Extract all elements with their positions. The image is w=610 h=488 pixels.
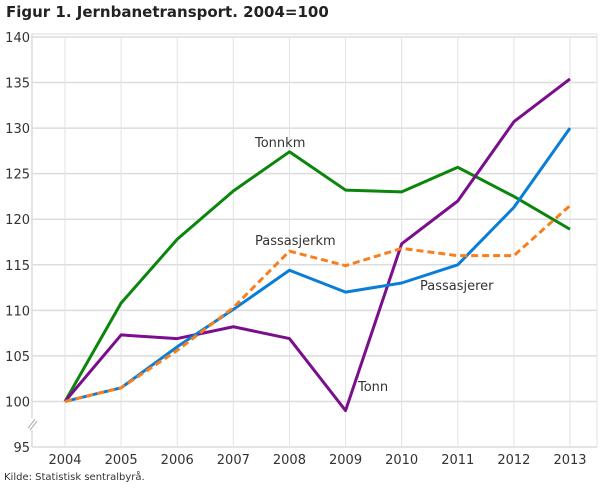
y-tick-label: 140: [5, 31, 30, 46]
series-line-tonnkm: [63, 150, 571, 403]
x-tick-label: 2006: [161, 453, 194, 468]
series-label-passasjerer: Passasjerer: [420, 279, 494, 294]
chart-source: Kilde: Statistisk sentralbyrå.: [4, 472, 145, 483]
y-tick-label: 120: [5, 213, 30, 228]
series-line-passasjerkm: [64, 204, 571, 403]
series-label-passasjerkm: Passasjerkm: [255, 234, 336, 249]
x-tick-label: 2007: [217, 453, 250, 468]
series-label-tonn: Tonn: [357, 380, 388, 395]
y-tick-label: 100: [5, 395, 30, 410]
chart-title: Figur 1. Jernbanetransport. 2004=100: [6, 3, 329, 21]
x-tick-label: 2009: [329, 453, 362, 468]
series-line-tonn: [63, 77, 571, 413]
y-tick-label: 110: [5, 304, 30, 319]
series-label-tonnkm: Tonnkm: [254, 136, 305, 151]
y-tick-label: 95: [13, 441, 30, 456]
x-tick-label: 2008: [273, 453, 306, 468]
x-tick-label: 2010: [385, 453, 418, 468]
x-tick-label: 2005: [105, 453, 138, 468]
x-tick-label: 2004: [48, 453, 81, 468]
axis-break-mark: [27, 418, 36, 429]
y-tick-label: 130: [5, 122, 30, 137]
x-tick-label: 2011: [441, 453, 474, 468]
x-tick-label: 2013: [553, 453, 586, 468]
series-line-passasjerer: [64, 127, 572, 403]
x-tick-label: 2012: [497, 453, 530, 468]
y-tick-label: 115: [5, 259, 30, 274]
y-tick-label: 125: [5, 168, 30, 183]
axis-break-mark: [29, 420, 38, 431]
y-tick-label: 105: [5, 350, 30, 365]
y-tick-label: 135: [5, 77, 30, 92]
